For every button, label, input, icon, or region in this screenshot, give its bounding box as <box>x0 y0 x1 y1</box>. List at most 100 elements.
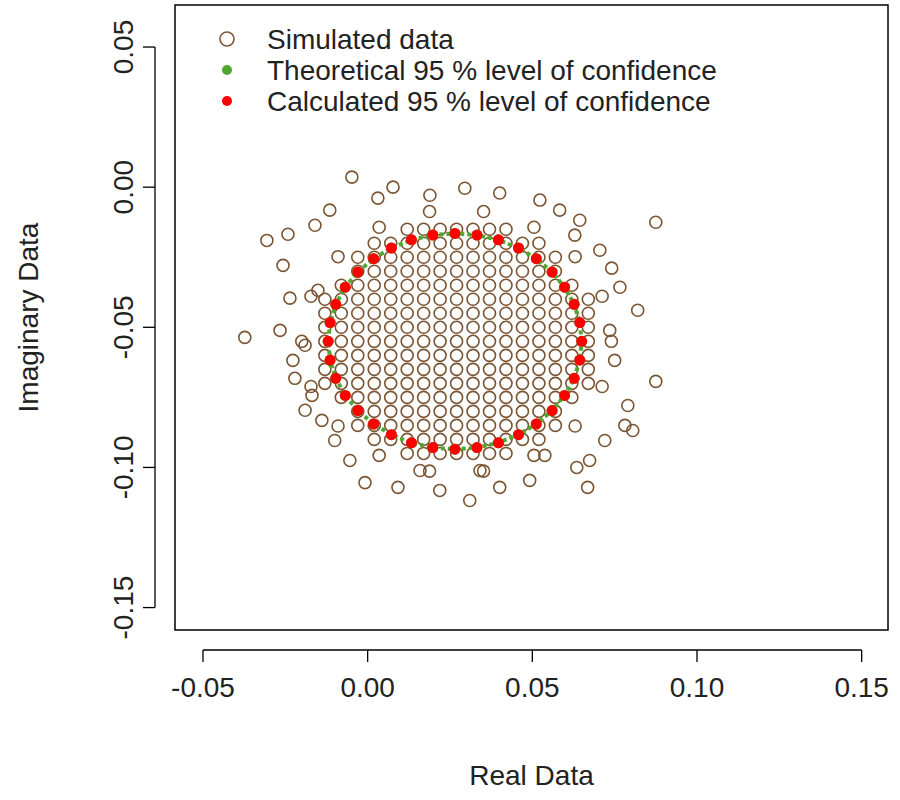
simulated-point <box>329 435 341 447</box>
simulated-point <box>500 349 512 361</box>
legend-label: Simulated data <box>267 24 454 55</box>
confidence-point <box>340 282 351 293</box>
y-tick-label: -0.15 <box>108 576 139 640</box>
simulated-point <box>368 335 380 347</box>
simulated-point <box>484 377 496 389</box>
simulated-point <box>401 279 413 291</box>
simulated-point <box>424 465 436 477</box>
simulated-point <box>500 307 512 319</box>
simulated-point <box>335 321 347 333</box>
simulated-point <box>528 449 540 461</box>
confidence-point <box>325 355 336 366</box>
simulated-point <box>549 363 561 375</box>
simulated-point <box>500 279 512 291</box>
simulated-point <box>352 349 364 361</box>
x-tick <box>861 650 862 662</box>
simulated-point <box>467 405 479 417</box>
x-tick-label: 0.10 <box>670 672 725 703</box>
confidence-point <box>368 253 379 264</box>
simulated-point <box>516 363 528 375</box>
simulated-point <box>500 377 512 389</box>
legend: Simulated dataTheoretical 95 % level of … <box>220 24 717 117</box>
confidence-point <box>493 234 504 245</box>
confidence-point <box>493 437 504 448</box>
simulated-point <box>467 391 479 403</box>
simulated-point <box>549 307 561 319</box>
simulated-point <box>484 307 496 319</box>
confidence-point <box>406 234 417 245</box>
simulated-point <box>500 363 512 375</box>
simulated-point <box>533 377 545 389</box>
confidence-point <box>330 299 341 310</box>
simulated-point <box>484 405 496 417</box>
confidence-point <box>531 253 542 264</box>
simulated-point <box>584 454 596 466</box>
simulated-point <box>571 461 583 473</box>
confidence-point <box>325 317 336 328</box>
simulated-point <box>372 192 384 204</box>
simulated-point <box>368 321 380 333</box>
simulated-point <box>373 449 385 461</box>
confidence-point <box>449 228 460 239</box>
simulated-point <box>418 293 430 305</box>
simulated-point <box>484 223 496 235</box>
simulated-point <box>500 335 512 347</box>
simulated-point <box>606 262 618 274</box>
simulated-point <box>282 228 294 240</box>
simulated-point <box>289 372 301 384</box>
confidence-point <box>368 419 379 430</box>
confidence-point <box>576 336 587 347</box>
simulated-point <box>484 349 496 361</box>
simulated-point <box>385 307 397 319</box>
confidence-point <box>386 242 397 253</box>
simulated-point <box>484 265 496 277</box>
simulated-point <box>434 391 446 403</box>
simulated-point <box>464 495 476 507</box>
simulated-point <box>451 405 463 417</box>
simulated-point <box>467 279 479 291</box>
confidence-point <box>531 419 542 430</box>
simulated-point <box>352 265 364 277</box>
simulated-point <box>516 279 528 291</box>
simulated-point <box>451 419 463 431</box>
simulated-point <box>299 339 311 351</box>
simulated-point <box>451 279 463 291</box>
x-tick <box>696 650 697 662</box>
confidence-point <box>330 373 341 384</box>
simulated-point <box>261 234 273 246</box>
simulated-point <box>385 363 397 375</box>
simulated-point <box>401 223 413 235</box>
confidence-point <box>547 267 558 278</box>
simulated-point <box>549 251 561 263</box>
simulated-point <box>451 391 463 403</box>
simulated-point <box>401 363 413 375</box>
confidence-point <box>513 429 524 440</box>
x-tick-label: 0.00 <box>340 672 395 703</box>
confidence-point <box>559 282 570 293</box>
simulated-point <box>385 335 397 347</box>
simulated-point <box>368 237 380 249</box>
simulated-point <box>368 279 380 291</box>
confidence-point <box>472 230 483 241</box>
simulated-point <box>401 251 413 263</box>
simulated-point <box>622 400 634 412</box>
simulated-point <box>434 484 446 496</box>
simulated-point <box>385 293 397 305</box>
simulated-point <box>594 244 606 256</box>
simulated-point <box>451 363 463 375</box>
confidence-point <box>449 444 460 455</box>
simulated-point <box>451 433 463 445</box>
simulated-point <box>296 335 308 347</box>
plot-area <box>239 171 662 506</box>
confidence-point <box>352 267 363 278</box>
simulated-point <box>385 349 397 361</box>
confidence-point <box>513 242 524 253</box>
legend-marker <box>222 96 232 106</box>
simulated-point <box>484 419 496 431</box>
confidence-point <box>574 355 585 366</box>
simulated-point <box>451 377 463 389</box>
simulated-point <box>368 363 380 375</box>
confidence-point <box>574 355 585 366</box>
simulated-point <box>484 447 496 459</box>
y-tick <box>143 327 155 328</box>
